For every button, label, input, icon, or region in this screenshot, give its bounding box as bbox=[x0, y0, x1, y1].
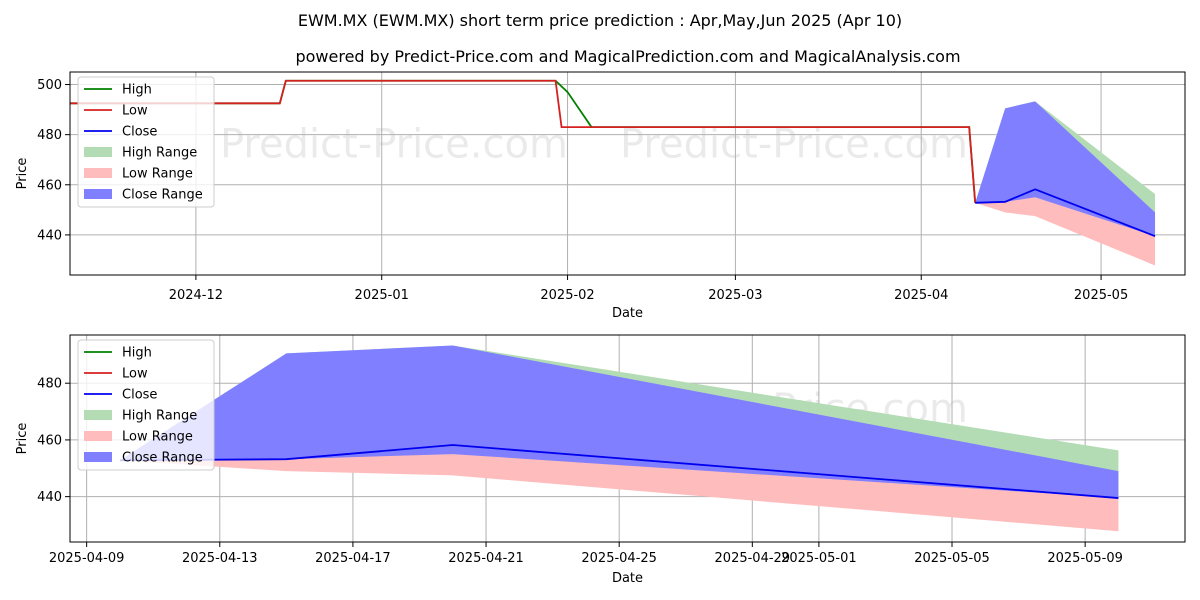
x-axis-label: Date bbox=[612, 306, 643, 321]
legend-high-range-swatch bbox=[84, 410, 112, 420]
x-tick-label: 2025-05-09 bbox=[1047, 551, 1123, 566]
legend: High Low Close High Range Low Range Close Ran… bbox=[77, 339, 215, 471]
y-tick-label: 460 bbox=[37, 433, 62, 448]
plot-area: Predict-Price.com Predict-Price.com bbox=[70, 72, 1185, 275]
close-range-band bbox=[119, 345, 1119, 499]
legend-close-label: Close bbox=[122, 388, 157, 403]
axes-frame bbox=[69, 334, 1186, 543]
legend-close-label: Close bbox=[122, 125, 157, 140]
low-line bbox=[70, 79, 977, 203]
legend-low-range-swatch bbox=[84, 168, 112, 178]
chart-subtitle: powered by Predict-Price.com and Magical… bbox=[295, 47, 960, 66]
y-tick-label: 460 bbox=[37, 178, 62, 193]
y-tick-label: 500 bbox=[37, 78, 62, 93]
x-axis-label: Date bbox=[612, 571, 643, 586]
x-tick-label: 2025-04-25 bbox=[581, 551, 657, 566]
legend-high-range-swatch bbox=[84, 147, 112, 157]
x-tick-label: 2025-03 bbox=[708, 288, 762, 303]
watermark: Predict-Price.com bbox=[220, 121, 568, 167]
x-tick-label: 2025-05 bbox=[1074, 288, 1128, 303]
legend-low-range-label: Low Range bbox=[122, 167, 193, 182]
close-line bbox=[975, 188, 1156, 237]
legend-low: Low bbox=[84, 367, 148, 382]
x-tick-label: 2025-01 bbox=[355, 288, 409, 303]
x-tick-label: 2025-05-01 bbox=[781, 551, 857, 566]
watermark: Predict-Price.com bbox=[620, 121, 968, 167]
legend-low-label: Low bbox=[122, 367, 148, 382]
y-tick-label: 480 bbox=[37, 377, 62, 392]
legend-low-range: Low Range bbox=[84, 167, 193, 182]
x-tick-label: 2025-04-13 bbox=[182, 551, 258, 566]
legend-close: Close bbox=[84, 125, 157, 140]
legend-high: High bbox=[84, 83, 152, 98]
legend-high: High bbox=[84, 346, 152, 361]
x-tick-label: 2025-02 bbox=[540, 288, 594, 303]
x-tick-label: 2025-05-05 bbox=[914, 551, 990, 566]
legend-close-range-label: Close Range bbox=[122, 451, 203, 466]
legend-low-range: Low Range bbox=[84, 430, 193, 445]
y-axis-label: Price bbox=[15, 158, 30, 190]
y-tick-label: 440 bbox=[37, 228, 62, 243]
legend-low-label: Low bbox=[122, 104, 148, 119]
legend-close: Close bbox=[84, 388, 157, 403]
y-tick-label: 480 bbox=[37, 128, 62, 143]
top-chart: Predict-Price.com Predict-Price.com 2024-1… bbox=[15, 71, 1186, 321]
legend-close-range-swatch bbox=[84, 452, 112, 462]
x-tick-label: 2025-04-29 bbox=[715, 551, 791, 566]
legend-high-range-label: High Range bbox=[122, 409, 197, 424]
x-tick-label: 2025-04-17 bbox=[315, 551, 391, 566]
axes-frame bbox=[69, 71, 1186, 276]
x-tick-label: 2025-04 bbox=[894, 288, 948, 303]
legend-high-label: High bbox=[122, 346, 152, 361]
legend-high-range: High Range bbox=[84, 409, 197, 424]
legend-low-range-swatch bbox=[84, 431, 112, 441]
legend-high-range: High Range bbox=[84, 146, 197, 161]
x-tick-label: 2025-04-09 bbox=[49, 551, 125, 566]
legend-close-range: Close Range bbox=[84, 188, 203, 203]
x-tick-label: 2024-12 bbox=[169, 288, 223, 303]
low-range-band bbox=[975, 189, 1156, 266]
chart-title: EWM.MX (EWM.MX) short term price predict… bbox=[298, 11, 902, 30]
y-axis-label: Price bbox=[15, 423, 30, 455]
y-tick-label: 440 bbox=[37, 490, 62, 505]
legend-close-range-label: Close Range bbox=[122, 188, 203, 203]
legend: High Low Close High Range Low Range Close Ran… bbox=[77, 76, 215, 208]
legend-close-range-swatch bbox=[84, 189, 112, 199]
legend-low-range-label: Low Range bbox=[122, 430, 193, 445]
legend-high-range-label: High Range bbox=[122, 146, 197, 161]
x-tick-label: 2025-04-21 bbox=[448, 551, 524, 566]
legend-close-range: Close Range bbox=[84, 451, 203, 466]
legend-high-label: High bbox=[122, 83, 152, 98]
low-range-band bbox=[119, 445, 1119, 532]
close-range-band bbox=[975, 101, 1156, 237]
legend-low: Low bbox=[84, 104, 148, 119]
